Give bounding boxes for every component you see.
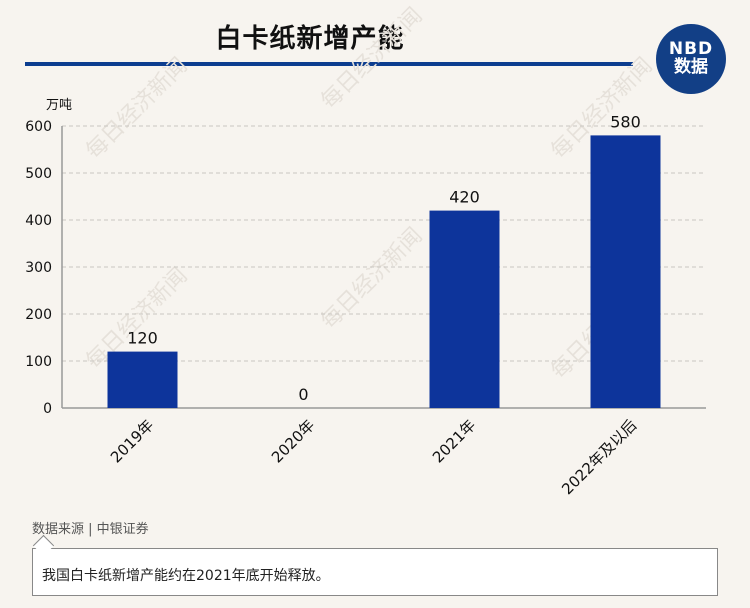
logo-text-bottom: 数据	[674, 57, 708, 77]
y-tick-label: 300	[25, 260, 52, 276]
data-label: 420	[449, 188, 480, 207]
watermark-text: 每日经济新闻	[82, 53, 193, 164]
data-label: 580	[610, 112, 641, 131]
bar	[429, 210, 500, 408]
nbd-logo: NBD 数据	[656, 24, 726, 94]
x-tick-label: 2022年及以后	[558, 416, 640, 498]
title-underline	[25, 62, 633, 66]
watermark-text: 每日经济新闻	[317, 223, 428, 334]
x-tick-label: 2021年	[429, 416, 479, 466]
y-tick-label: 200	[25, 307, 52, 323]
chart-title: 白卡纸新增产能	[215, 24, 405, 54]
bar-chart: 每日经济新闻每日经济新闻每日经济新闻每日经济新闻每日经济新闻每日经济新闻0100…	[25, 3, 706, 498]
y-axis-unit-label: 万吨	[46, 98, 73, 113]
bar	[107, 351, 178, 408]
watermark-text: 每日经济新闻	[317, 3, 428, 114]
y-tick-label: 500	[25, 166, 52, 182]
y-tick-label: 0	[43, 401, 52, 417]
bar	[590, 135, 661, 408]
data-label: 120	[127, 329, 158, 348]
x-tick-label: 2020年	[268, 416, 318, 466]
y-tick-label: 100	[25, 354, 52, 370]
data-source: 数据来源 | 中银证券	[32, 522, 149, 537]
x-tick-label: 2019年	[107, 416, 157, 466]
data-label: 0	[298, 385, 308, 404]
y-tick-label: 600	[25, 119, 52, 135]
note-text: 我国白卡纸新增产能约在2021年底开始释放。	[42, 568, 330, 584]
note-box	[32, 548, 718, 596]
logo-text-top: NBD	[668, 39, 714, 60]
y-tick-label: 400	[25, 213, 52, 229]
